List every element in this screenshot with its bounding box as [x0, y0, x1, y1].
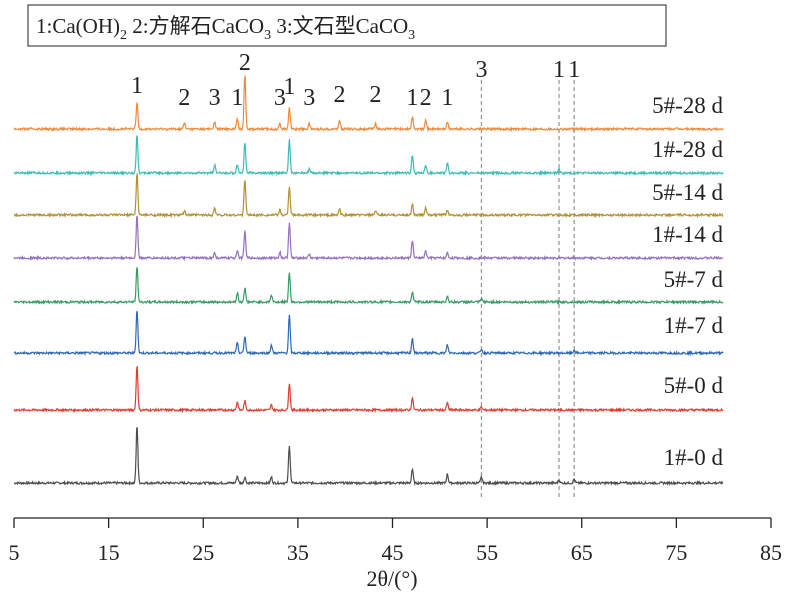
series-line-4	[13, 267, 724, 306]
legend-box	[27, 4, 667, 47]
series-label-6: 5#-14 d	[652, 180, 723, 205]
x-tick-label-15: 15	[98, 540, 120, 565]
series-label-2: 5#-0 d	[664, 373, 724, 398]
x-tick-label-75: 75	[665, 540, 687, 565]
phase-marker-2: 2	[178, 85, 190, 111]
series-line-2	[13, 366, 724, 414]
series-label-3: 1#-7 d	[664, 313, 724, 338]
series-label-4: 5#-7 d	[664, 267, 724, 292]
phase-marker-13: 1	[441, 85, 453, 111]
x-tick-label-85: 85	[760, 540, 782, 565]
x-tick-label-35: 35	[287, 540, 309, 565]
legend-key-2: 2:方解石CaCO	[127, 14, 264, 38]
series-label-1: 1#-0 d	[664, 445, 724, 470]
series-labels: 1#-0 d 5#-0 d 1#-7 d 5#-7 d 1#-14 d 5#-14 d 1#…	[652, 93, 723, 470]
series-line-5	[13, 215, 724, 262]
phase-marker-9: 2	[334, 82, 346, 108]
legend: 1:Ca(OH)2 2:方解石CaCO3 3:文石型CaCO3	[27, 4, 667, 47]
phase-marker-15: 1	[553, 57, 565, 83]
x-tick-label-55: 55	[476, 540, 498, 565]
phase-marker-8: 3	[303, 85, 315, 111]
x-tick-label-5: 5	[9, 540, 20, 565]
legend-sub-1: 2	[120, 28, 127, 43]
phase-marker-11: 1	[406, 85, 418, 111]
phase-marker-7: 1	[283, 74, 295, 100]
series-line-3	[13, 310, 724, 357]
series-line-8	[13, 75, 724, 133]
legend-text: 1:Ca(OH)2 2:方解石CaCO3 3:文石型CaCO3	[36, 14, 415, 43]
phase-marker-4: 1	[231, 85, 243, 111]
x-axis-label: 2θ/(°)	[366, 566, 417, 591]
x-tick-label-65: 65	[571, 540, 593, 565]
series-line-6	[13, 173, 724, 219]
dashed-reference-lines	[480, 80, 575, 500]
legend-sub-3: 3	[408, 28, 415, 43]
series-label-5: 1#-14 d	[652, 222, 723, 247]
legend-sub-2: 3	[264, 28, 271, 43]
x-tick-label-45: 45	[382, 540, 404, 565]
series-label-7: 1#-28 d	[652, 137, 723, 162]
phase-marker-5: 2	[239, 50, 251, 76]
phase-marker-12: 2	[420, 85, 432, 111]
phase-marker-3: 3	[209, 85, 221, 111]
x-tick-label-25: 25	[192, 540, 214, 565]
phase-marker-1: 1	[131, 73, 143, 99]
phase-marker-6: 3	[274, 85, 286, 111]
legend-key-3: 3:文石型CaCO	[271, 14, 408, 38]
phase-marker-16: 1	[568, 57, 580, 83]
series-group	[13, 75, 724, 487]
phase-marker-14: 3	[475, 57, 487, 83]
series-line-1	[13, 426, 724, 487]
series-label-8: 5#-28 d	[652, 93, 723, 118]
series-line-7	[13, 135, 724, 177]
phase-marker-10: 2	[369, 82, 381, 108]
x-ticks: 5 15 25 35 45 55 65 75 85	[9, 518, 782, 565]
legend-key-1: 1:Ca(OH)	[36, 14, 120, 38]
